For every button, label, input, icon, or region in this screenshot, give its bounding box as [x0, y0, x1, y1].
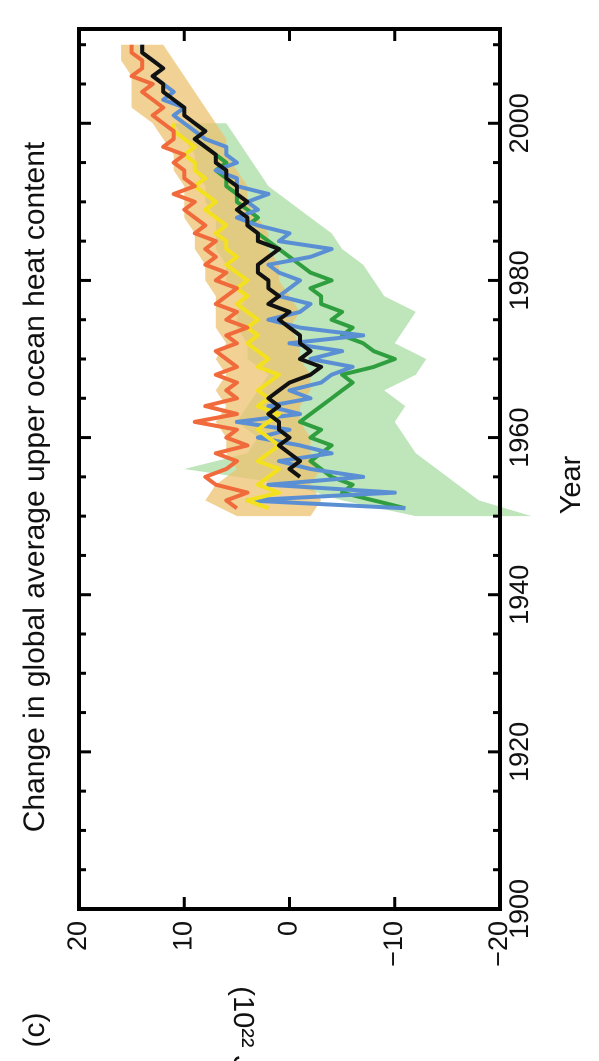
panel-label: (c)	[18, 1013, 51, 1048]
y-tick-label: 20	[62, 921, 92, 951]
chart-title: Change in global average upper ocean hea…	[18, 141, 51, 832]
x-tick-label: 1920	[504, 722, 534, 782]
series-4-line	[140, 44, 324, 479]
series-0-line	[192, 121, 406, 511]
x-tick-label: 2000	[504, 93, 534, 153]
y-tick-label: −20	[483, 921, 513, 967]
x-tick-label: 1960	[504, 408, 534, 468]
y-tick-label: 0	[273, 921, 303, 936]
x-tick-label: 1940	[504, 565, 534, 625]
y-tick-label: 10	[167, 921, 197, 951]
series-layer	[121, 44, 532, 517]
plot-frame	[77, 27, 502, 911]
x-tick-label: 1900	[504, 879, 534, 939]
series-1-line	[140, 44, 406, 511]
series-2-line	[171, 123, 281, 511]
x-tick-label: 1980	[504, 250, 534, 310]
y-tick-label: −10	[378, 921, 408, 967]
y-axis-label: (10²² J)	[227, 986, 259, 1061]
x-axis-label: Year	[555, 455, 587, 514]
series-3-line	[129, 44, 250, 510]
